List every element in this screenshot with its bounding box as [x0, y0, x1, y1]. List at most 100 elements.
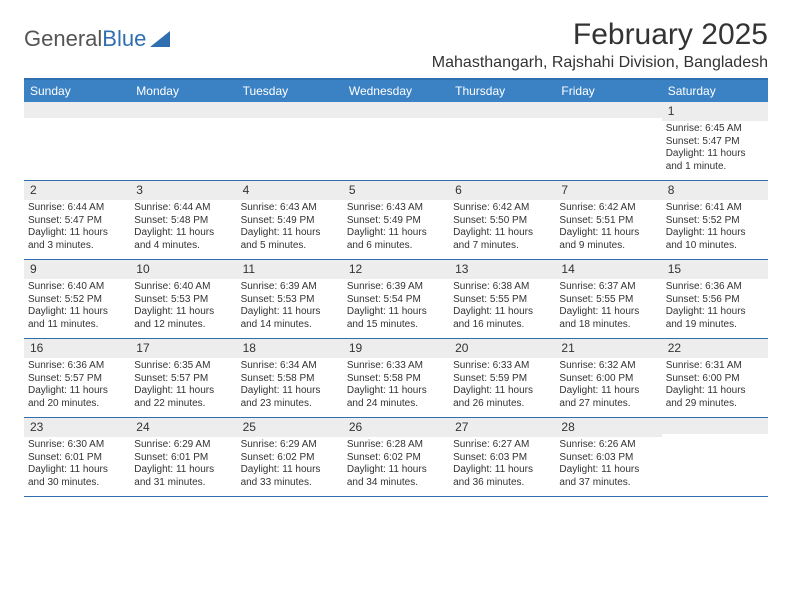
day-cell: 22Sunrise: 6:31 AMSunset: 6:00 PMDayligh…: [662, 339, 768, 417]
daylight-text: Daylight: 11 hours and 22 minutes.: [134, 385, 232, 410]
sunset-text: Sunset: 6:02 PM: [347, 452, 445, 465]
day-cell: 10Sunrise: 6:40 AMSunset: 5:53 PMDayligh…: [130, 260, 236, 338]
week-row: 2Sunrise: 6:44 AMSunset: 5:47 PMDaylight…: [24, 181, 768, 260]
sunrise-text: Sunrise: 6:35 AM: [134, 360, 232, 373]
sunset-text: Sunset: 5:52 PM: [666, 215, 764, 228]
day-cell: 5 Sunrise: 6:43 AMSunset: 5:49 PMDaylight…: [343, 181, 449, 259]
sunrise-text: Sunrise: 6:42 AM: [453, 202, 551, 215]
sunset-text: Sunset: 5:47 PM: [666, 136, 764, 149]
daylight-text: Daylight: 11 hours and 6 minutes.: [347, 227, 445, 252]
day-cell: 27Sunrise: 6:27 AMSunset: 6:03 PMDayligh…: [449, 418, 555, 496]
sunrise-text: Sunrise: 6:36 AM: [28, 360, 126, 373]
day-number: 16: [24, 339, 130, 358]
day-number: 25: [237, 418, 343, 437]
brand-logo: GeneralBlue: [24, 18, 170, 52]
sunrise-text: Sunrise: 6:43 AM: [241, 202, 339, 215]
sunrise-text: Sunrise: 6:33 AM: [453, 360, 551, 373]
week-row: 16Sunrise: 6:36 AMSunset: 5:57 PMDayligh…: [24, 339, 768, 418]
sunset-text: Sunset: 5:52 PM: [28, 294, 126, 307]
day-cell: [237, 102, 343, 180]
sunset-text: Sunset: 5:48 PM: [134, 215, 232, 228]
day-number: [662, 418, 768, 434]
weekday-header: Sunday: [24, 80, 130, 102]
sunset-text: Sunset: 5:59 PM: [453, 373, 551, 386]
sunrise-text: Sunrise: 6:43 AM: [347, 202, 445, 215]
daylight-text: Daylight: 11 hours and 27 minutes.: [559, 385, 657, 410]
day-number: 24: [130, 418, 236, 437]
day-cell: 11Sunrise: 6:39 AMSunset: 5:53 PMDayligh…: [237, 260, 343, 338]
daylight-text: Daylight: 11 hours and 3 minutes.: [28, 227, 126, 252]
sunset-text: Sunset: 6:03 PM: [559, 452, 657, 465]
week-row: 9Sunrise: 6:40 AMSunset: 5:52 PMDaylight…: [24, 260, 768, 339]
day-number: 10: [130, 260, 236, 279]
daylight-text: Daylight: 11 hours and 1 minute.: [666, 148, 764, 173]
day-number: 2: [24, 181, 130, 200]
weekday-header-row: Sunday Monday Tuesday Wednesday Thursday…: [24, 80, 768, 102]
brand-part1: General: [24, 26, 102, 52]
sunset-text: Sunset: 5:56 PM: [666, 294, 764, 307]
sunrise-text: Sunrise: 6:27 AM: [453, 439, 551, 452]
day-number: [343, 102, 449, 118]
sunset-text: Sunset: 5:51 PM: [559, 215, 657, 228]
sunrise-text: Sunrise: 6:44 AM: [28, 202, 126, 215]
day-number: 6: [449, 181, 555, 200]
daylight-text: Daylight: 11 hours and 24 minutes.: [347, 385, 445, 410]
sunset-text: Sunset: 5:53 PM: [134, 294, 232, 307]
day-cell: [343, 102, 449, 180]
day-number: [555, 102, 661, 118]
day-number: 19: [343, 339, 449, 358]
sunrise-text: Sunrise: 6:38 AM: [453, 281, 551, 294]
daylight-text: Daylight: 11 hours and 26 minutes.: [453, 385, 551, 410]
daylight-text: Daylight: 11 hours and 7 minutes.: [453, 227, 551, 252]
day-cell: 8Sunrise: 6:41 AMSunset: 5:52 PMDaylight…: [662, 181, 768, 259]
sunrise-text: Sunrise: 6:34 AM: [241, 360, 339, 373]
weekday-header: Monday: [130, 80, 236, 102]
day-number: [130, 102, 236, 118]
sunset-text: Sunset: 5:49 PM: [347, 215, 445, 228]
daylight-text: Daylight: 11 hours and 14 minutes.: [241, 306, 339, 331]
sunset-text: Sunset: 6:01 PM: [28, 452, 126, 465]
sunrise-text: Sunrise: 6:29 AM: [241, 439, 339, 452]
day-cell: 15Sunrise: 6:36 AMSunset: 5:56 PMDayligh…: [662, 260, 768, 338]
sunset-text: Sunset: 6:03 PM: [453, 452, 551, 465]
title-block: February 2025 Mahasthangarh, Rajshahi Di…: [432, 18, 768, 72]
daylight-text: Daylight: 11 hours and 5 minutes.: [241, 227, 339, 252]
day-cell: 13Sunrise: 6:38 AMSunset: 5:55 PMDayligh…: [449, 260, 555, 338]
day-cell: [555, 102, 661, 180]
sunrise-text: Sunrise: 6:28 AM: [347, 439, 445, 452]
day-number: 5: [343, 181, 449, 200]
day-cell: 6Sunrise: 6:42 AMSunset: 5:50 PMDaylight…: [449, 181, 555, 259]
day-cell: 14Sunrise: 6:37 AMSunset: 5:55 PMDayligh…: [555, 260, 661, 338]
weekday-header: Wednesday: [343, 80, 449, 102]
sunrise-text: Sunrise: 6:45 AM: [666, 123, 764, 136]
daylight-text: Daylight: 11 hours and 31 minutes.: [134, 464, 232, 489]
daylight-text: Daylight: 11 hours and 18 minutes.: [559, 306, 657, 331]
daylight-text: Daylight: 11 hours and 29 minutes.: [666, 385, 764, 410]
day-cell: 2Sunrise: 6:44 AMSunset: 5:47 PMDaylight…: [24, 181, 130, 259]
sunrise-text: Sunrise: 6:44 AM: [134, 202, 232, 215]
day-number: 4: [237, 181, 343, 200]
day-cell: 25Sunrise: 6:29 AMSunset: 6:02 PMDayligh…: [237, 418, 343, 496]
daylight-text: Daylight: 11 hours and 10 minutes.: [666, 227, 764, 252]
day-cell: 7Sunrise: 6:42 AMSunset: 5:51 PMDaylight…: [555, 181, 661, 259]
day-cell: 12Sunrise: 6:39 AMSunset: 5:54 PMDayligh…: [343, 260, 449, 338]
day-number: [24, 102, 130, 118]
day-cell: 19Sunrise: 6:33 AMSunset: 5:58 PMDayligh…: [343, 339, 449, 417]
day-number: 21: [555, 339, 661, 358]
sunrise-text: Sunrise: 6:39 AM: [347, 281, 445, 294]
weekday-header: Friday: [555, 80, 661, 102]
day-number: 9: [24, 260, 130, 279]
sunset-text: Sunset: 6:01 PM: [134, 452, 232, 465]
day-cell: 18Sunrise: 6:34 AMSunset: 5:58 PMDayligh…: [237, 339, 343, 417]
sunrise-text: Sunrise: 6:31 AM: [666, 360, 764, 373]
sunset-text: Sunset: 6:00 PM: [559, 373, 657, 386]
daylight-text: Daylight: 11 hours and 19 minutes.: [666, 306, 764, 331]
day-number: 23: [24, 418, 130, 437]
weekday-header: Thursday: [449, 80, 555, 102]
sunrise-text: Sunrise: 6:29 AM: [134, 439, 232, 452]
day-cell: 24 Sunrise: 6:29 AMSunset: 6:01 PMDayligh…: [130, 418, 236, 496]
sunrise-text: Sunrise: 6:32 AM: [559, 360, 657, 373]
day-number: [237, 102, 343, 118]
day-number: 20: [449, 339, 555, 358]
sunset-text: Sunset: 6:02 PM: [241, 452, 339, 465]
